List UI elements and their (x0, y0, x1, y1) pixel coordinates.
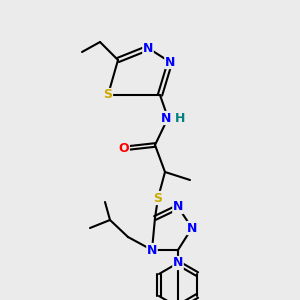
Text: N: N (173, 200, 183, 214)
Text: N: N (165, 56, 175, 68)
Text: N: N (173, 256, 183, 269)
Text: N: N (143, 41, 153, 55)
Text: O: O (119, 142, 129, 154)
Text: N: N (161, 112, 171, 124)
Text: N: N (187, 221, 197, 235)
Text: N: N (147, 244, 157, 256)
Text: H: H (175, 112, 185, 124)
Text: S: S (103, 88, 112, 101)
Text: S: S (154, 191, 163, 205)
